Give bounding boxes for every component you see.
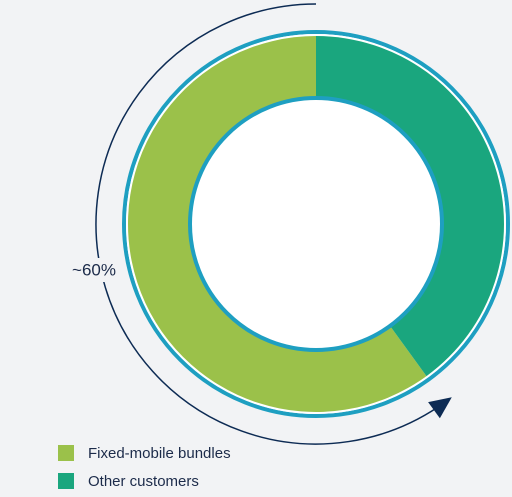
arrow-head xyxy=(428,397,452,419)
annotation-bg xyxy=(66,258,122,282)
outer-ring xyxy=(122,30,510,418)
ring-gap xyxy=(126,34,506,414)
inner-ring xyxy=(188,96,444,352)
legend-swatch xyxy=(58,473,74,489)
legend-swatch xyxy=(58,445,74,461)
donut-segment xyxy=(316,36,504,377)
annotation: ~60% xyxy=(72,260,116,279)
legend-label: Other customers xyxy=(88,473,199,490)
legend-label: Fixed-mobile bundles xyxy=(88,445,231,462)
annotation-arc xyxy=(95,3,439,445)
donut-segment xyxy=(127,36,427,413)
